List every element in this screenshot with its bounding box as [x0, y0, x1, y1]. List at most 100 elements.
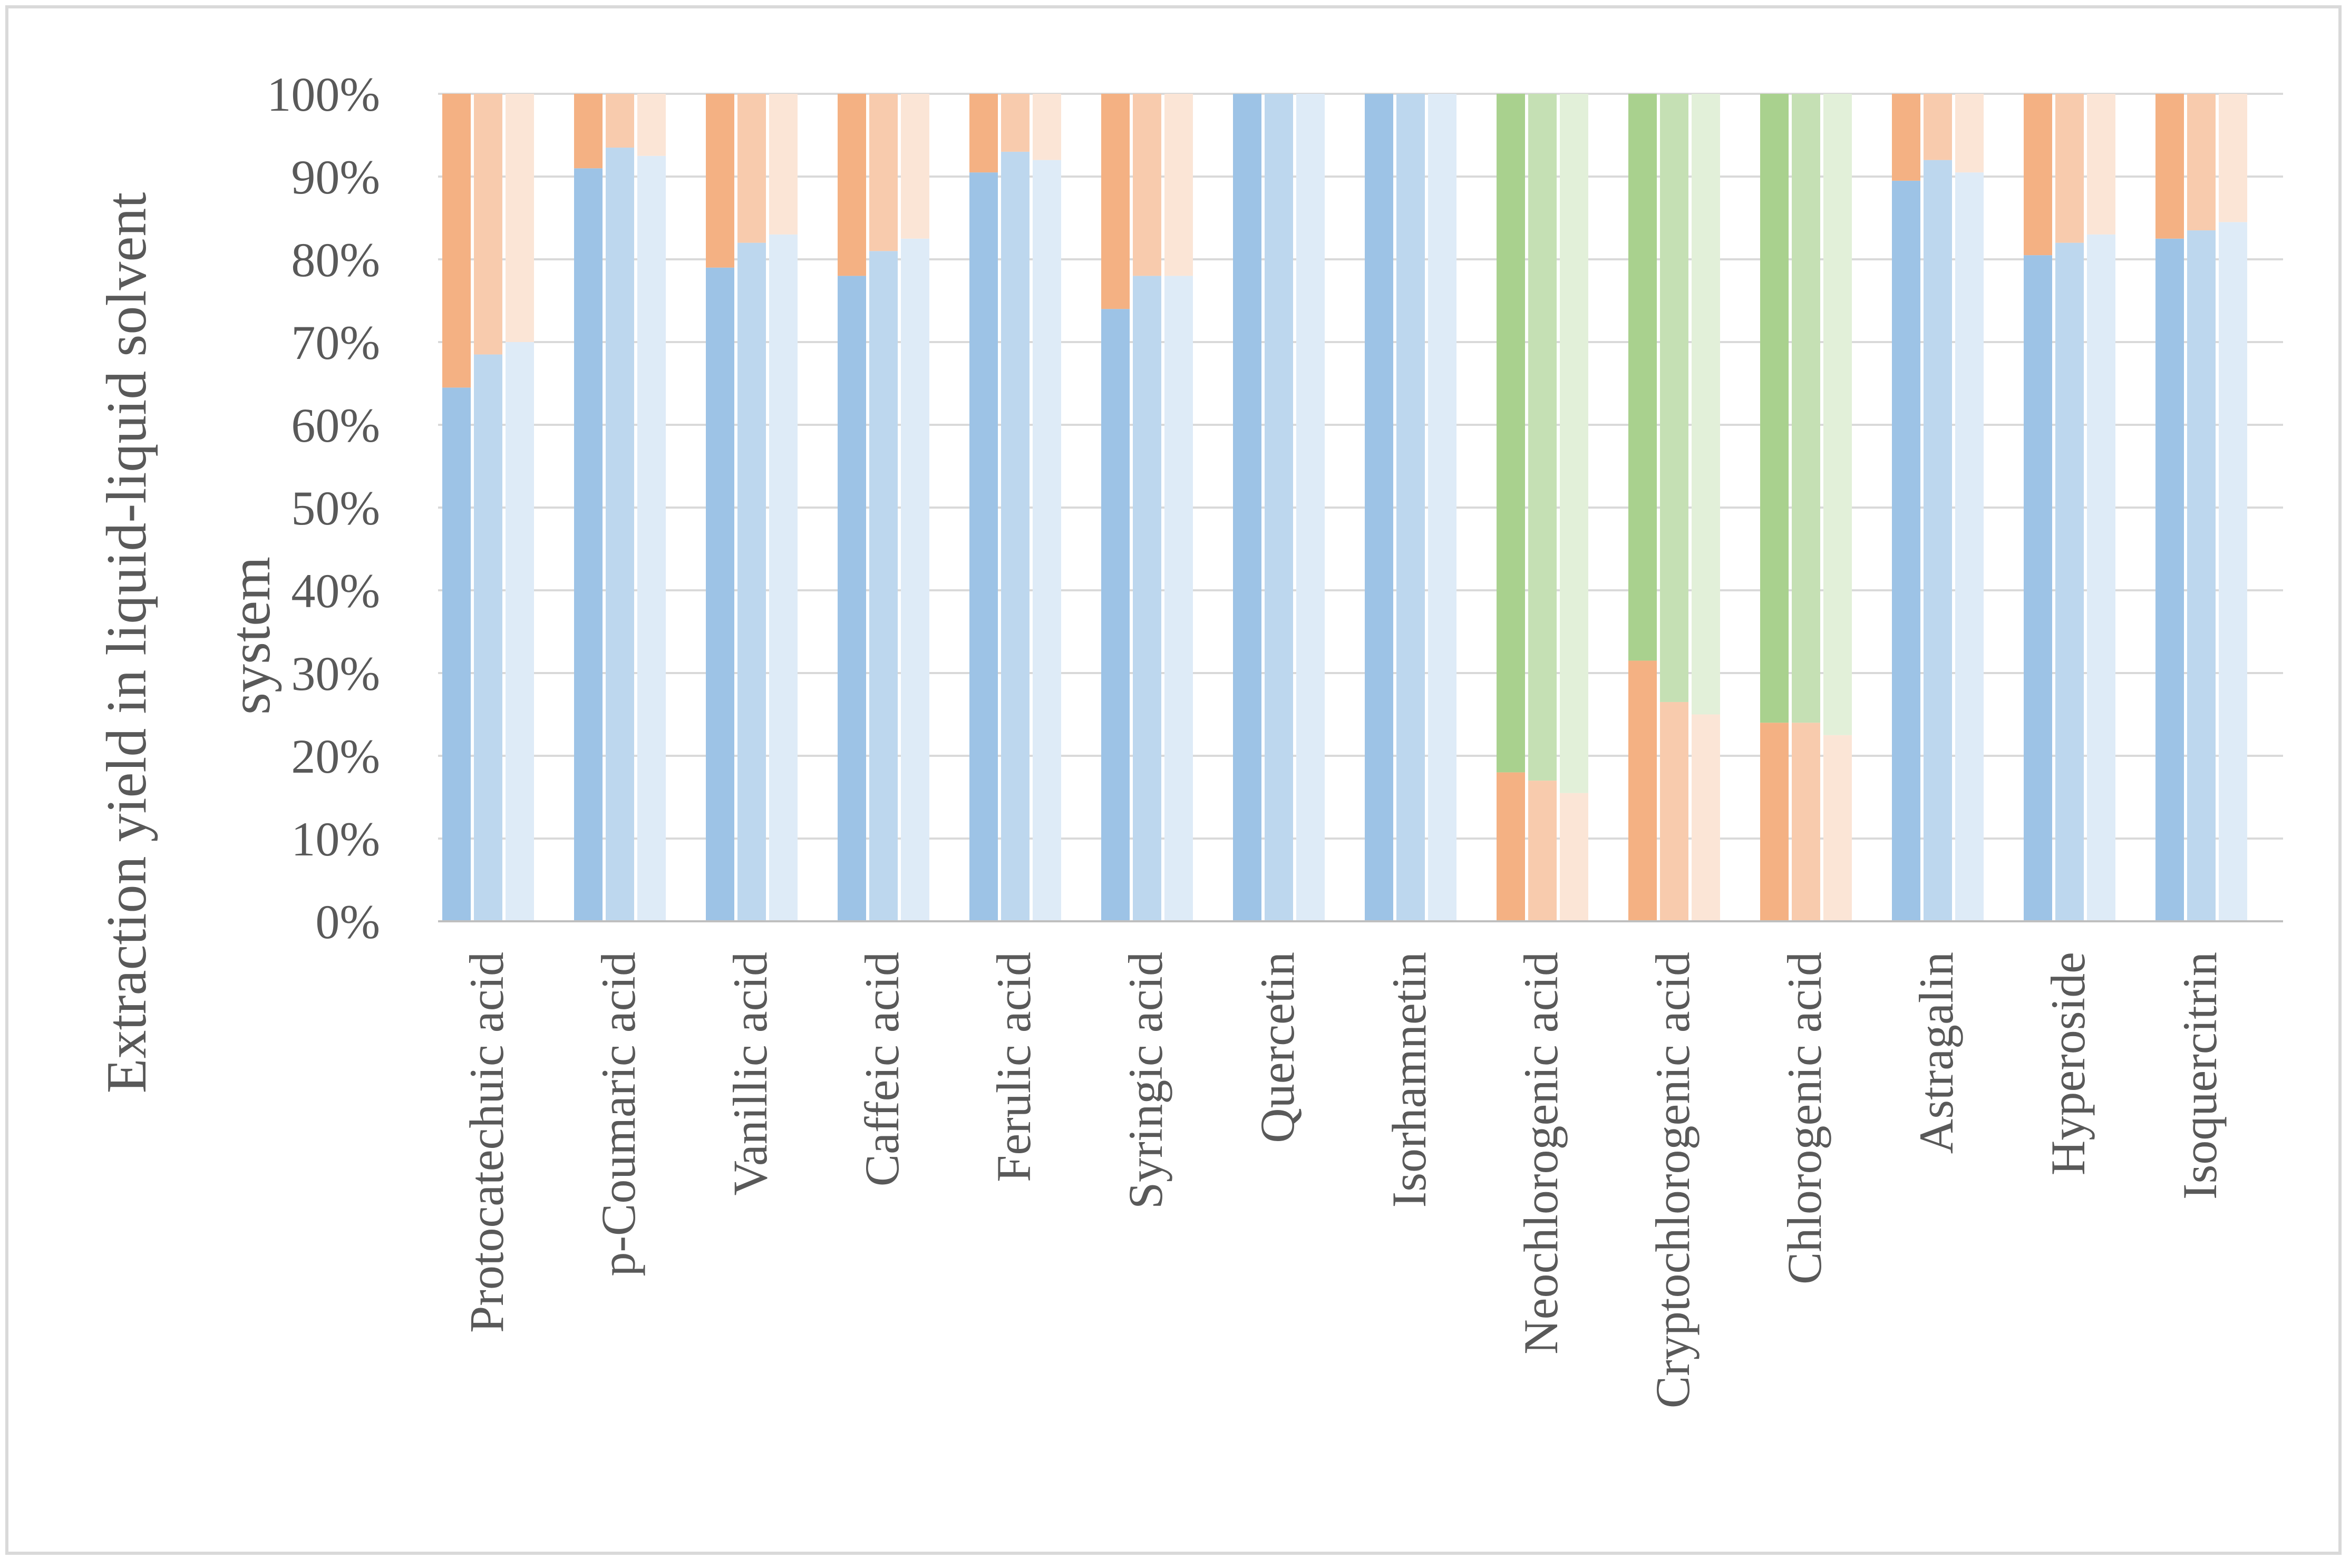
bar-segment-top — [506, 94, 534, 342]
x-category-label: Chlorogenic acid — [1778, 952, 1831, 1284]
bar-segment-top — [1628, 94, 1657, 661]
bar-segment-bottom — [737, 242, 766, 922]
bar-segment-top — [869, 94, 898, 251]
bar-segment-bottom — [2219, 222, 2247, 922]
bar-segment-top — [1924, 94, 1952, 160]
x-category-label: Astragalin — [1909, 952, 1963, 1154]
bar-chart: 0% 10% 20% 30% 40% 50% 60% 70% 80% 90% 100% Protoc… — [95, 67, 2283, 1408]
bar-segment-bottom — [1365, 94, 1393, 921]
bar-segment-top — [1033, 94, 1061, 160]
x-category-label: Cryptochlorogenic acid — [1646, 952, 1700, 1408]
y-tick-label: 0% — [315, 895, 380, 949]
bar-segment-top — [737, 94, 766, 243]
bar-segment-top — [838, 94, 866, 276]
bar-segment-bottom — [1428, 94, 1456, 921]
bar-segment-bottom — [1265, 94, 1293, 921]
y-axis-title-line-2: system — [219, 557, 282, 715]
y-tick-label: 30% — [291, 647, 380, 700]
y-tick-label: 20% — [291, 729, 380, 783]
bar-segment-top — [2055, 94, 2084, 243]
y-axis-title-line-1: Extraction yield in liquid-liquid solven… — [95, 192, 158, 1094]
bar-segment-bottom — [606, 148, 634, 921]
bar-segment-top — [969, 94, 998, 173]
bar-segment-top — [1133, 94, 1161, 276]
y-tick-labels: 0% 10% 20% 30% 40% 50% 60% 70% 80% 90% 100% — [267, 67, 380, 949]
bar-segment-top — [1560, 94, 1588, 793]
bar-segment-bottom — [637, 155, 666, 921]
bar-segment-bottom — [2187, 230, 2216, 921]
bar-segment-bottom — [506, 342, 534, 921]
bar-segment-top — [474, 94, 502, 355]
x-category-labels: Protocatechuic acid p-Coumaric acid Vanill… — [460, 952, 2227, 1408]
bar-segment-bottom — [2024, 255, 2052, 921]
y-tick-label: 100% — [267, 67, 380, 121]
bar-segment-bottom — [1823, 735, 1852, 921]
bar-segment-top — [1823, 94, 1852, 735]
bar-segment-top — [1164, 94, 1193, 276]
bar-segment-bottom — [1497, 772, 1525, 921]
bar-segment-bottom — [442, 387, 471, 921]
x-category-label: Quercetin — [1250, 952, 1304, 1143]
bar-segment-bottom — [2155, 238, 2184, 921]
y-tick-label: 50% — [291, 481, 380, 535]
bar-segment-top — [2219, 94, 2247, 222]
bar-segment-bottom — [1001, 151, 1030, 921]
bar-segment-top — [1101, 94, 1130, 309]
bar-segment-bottom — [969, 172, 998, 921]
bar-segment-top — [442, 94, 471, 388]
bar-segment-top — [637, 94, 666, 156]
bar-segment-bottom — [1101, 309, 1130, 922]
bar-segment-top — [901, 94, 929, 239]
bar-segment-top — [1497, 94, 1525, 773]
bar-segment-top — [1660, 94, 1688, 702]
bar-segment-top — [606, 94, 634, 148]
x-category-label: Ferulic acid — [987, 952, 1041, 1182]
y-axis-title: Extraction yield in liquid-liquid solven… — [95, 178, 282, 1094]
bar-segment-top — [769, 94, 798, 235]
bar-segment-top — [1955, 94, 1984, 173]
bar-segment-bottom — [901, 238, 929, 921]
x-category-label: p-Coumaric acid — [591, 952, 645, 1277]
bar-segment-bottom — [1892, 180, 1920, 922]
bar-segment-bottom — [2055, 242, 2084, 922]
bar-segment-top — [1528, 94, 1557, 781]
x-category-label: Protocatechuic acid — [460, 952, 513, 1333]
bar-segment-bottom — [706, 267, 734, 922]
y-tick-label: 60% — [291, 398, 380, 452]
y-tick-label: 70% — [291, 316, 380, 369]
bar-segment-top — [1692, 94, 1720, 715]
bar-segment-bottom — [1660, 702, 1688, 921]
x-category-label: Neochlorogenic acid — [1514, 952, 1568, 1355]
bar-segment-top — [1892, 94, 1920, 181]
bar-segment-top — [2187, 94, 2216, 231]
bar-segment-bottom — [1164, 276, 1193, 921]
bar-segment-bottom — [1924, 160, 1952, 922]
bar-segment-bottom — [1692, 714, 1720, 921]
bar-segment-top — [2087, 94, 2115, 235]
bar-segment-bottom — [2087, 234, 2115, 921]
bar-segment-bottom — [1296, 94, 1325, 921]
bars — [442, 94, 2247, 922]
bar-segment-bottom — [1528, 781, 1557, 921]
x-category-label: Syringic acid — [1119, 952, 1172, 1209]
bar-segment-bottom — [1033, 160, 1061, 922]
bar-segment-bottom — [838, 276, 866, 921]
y-tick-label: 40% — [291, 564, 380, 618]
bar-segment-bottom — [474, 354, 502, 921]
bar-segment-bottom — [1628, 660, 1657, 921]
bar-segment-bottom — [574, 168, 603, 921]
bar-segment-bottom — [1760, 723, 1789, 921]
chart-frame: 0% 10% 20% 30% 40% 50% 60% 70% 80% 90% 100% Protoc… — [5, 5, 2342, 1555]
bar-segment-top — [1760, 94, 1789, 723]
bar-segment-bottom — [769, 234, 798, 921]
bar-segment-top — [2024, 94, 2052, 256]
x-category-label: Caffeic acid — [855, 952, 909, 1186]
x-category-label: Hyperoside — [2041, 952, 2095, 1175]
x-category-label: Isorhamnetin — [1382, 952, 1436, 1207]
bar-segment-top — [1001, 94, 1030, 152]
bar-segment-bottom — [1133, 276, 1161, 921]
bar-segment-bottom — [1955, 172, 1984, 921]
y-tick-label: 10% — [291, 812, 380, 866]
bar-segment-bottom — [1560, 793, 1588, 921]
bar-segment-bottom — [869, 251, 898, 921]
